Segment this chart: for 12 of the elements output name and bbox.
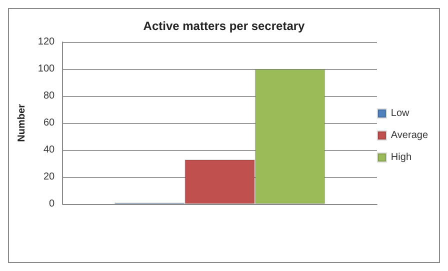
y-tick-label: 60 (43, 118, 56, 128)
y-tick-label: 20 (43, 172, 56, 182)
legend-label: Average (390, 130, 428, 141)
legend-label: High (390, 152, 412, 163)
y-tick-label: 120 (38, 36, 56, 48)
y-tick-label: 40 (43, 144, 56, 156)
y-tick-label: 100 (38, 64, 56, 74)
y-tick-label: 80 (43, 90, 56, 102)
y-axis-title: Number (16, 104, 28, 142)
y-tick-label: 0 (49, 198, 56, 210)
chart-title: Active matters per secretary (143, 19, 306, 33)
legend-label: Low (390, 108, 410, 119)
